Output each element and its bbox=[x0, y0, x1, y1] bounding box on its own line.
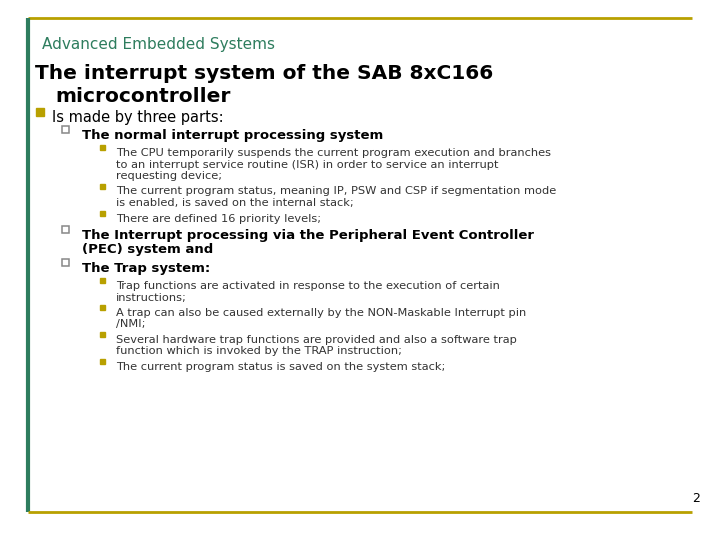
Text: The normal interrupt processing system: The normal interrupt processing system bbox=[82, 129, 383, 142]
Text: The interrupt system of the SAB 8xC166: The interrupt system of the SAB 8xC166 bbox=[35, 64, 493, 83]
Text: to an interrupt service routine (ISR) in order to service an interrupt: to an interrupt service routine (ISR) in… bbox=[116, 159, 498, 170]
Bar bbox=[62, 259, 69, 266]
Bar bbox=[36, 108, 44, 116]
Text: is enabled, is saved on the internal stack;: is enabled, is saved on the internal sta… bbox=[116, 198, 354, 208]
Bar bbox=[100, 184, 105, 188]
Text: The current program status is saved on the system stack;: The current program status is saved on t… bbox=[116, 362, 446, 372]
Text: microcontroller: microcontroller bbox=[55, 87, 230, 106]
Bar bbox=[100, 211, 105, 215]
Bar bbox=[100, 332, 105, 337]
Bar bbox=[62, 126, 69, 133]
Text: The CPU temporarily suspends the current program execution and branches: The CPU temporarily suspends the current… bbox=[116, 148, 551, 158]
Text: requesting device;: requesting device; bbox=[116, 171, 222, 181]
Bar bbox=[100, 305, 105, 310]
Text: Several hardware trap functions are provided and also a software trap: Several hardware trap functions are prov… bbox=[116, 335, 517, 345]
Text: There are defined 16 priority levels;: There are defined 16 priority levels; bbox=[116, 213, 321, 224]
Text: /NMI;: /NMI; bbox=[116, 320, 145, 329]
Text: The Interrupt processing via the Peripheral Event Controller: The Interrupt processing via the Periphe… bbox=[82, 229, 534, 242]
Text: Is made by three parts:: Is made by three parts: bbox=[52, 110, 224, 125]
Text: Trap functions are activated in response to the execution of certain: Trap functions are activated in response… bbox=[116, 281, 500, 291]
Bar bbox=[62, 226, 69, 233]
Text: (PEC) system and: (PEC) system and bbox=[82, 243, 213, 256]
Bar bbox=[100, 278, 105, 283]
Text: function which is invoked by the TRAP instruction;: function which is invoked by the TRAP in… bbox=[116, 347, 402, 356]
Bar bbox=[100, 145, 105, 150]
Text: The Trap system:: The Trap system: bbox=[82, 262, 210, 275]
Text: A trap can also be caused externally by the NON-Maskable Interrupt pin: A trap can also be caused externally by … bbox=[116, 308, 526, 318]
Text: Advanced Embedded Systems: Advanced Embedded Systems bbox=[42, 37, 275, 52]
Text: The current program status, meaning IP, PSW and CSP if segmentation mode: The current program status, meaning IP, … bbox=[116, 186, 557, 197]
Text: instructions;: instructions; bbox=[116, 293, 187, 302]
Bar bbox=[100, 359, 105, 364]
Text: 2: 2 bbox=[692, 492, 700, 505]
